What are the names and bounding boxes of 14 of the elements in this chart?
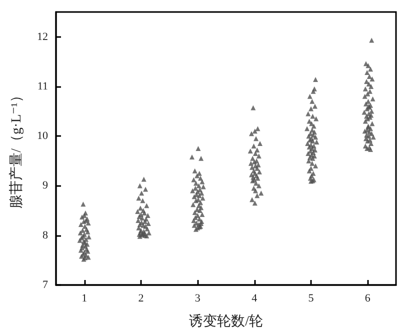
y-tick-label: 11 bbox=[37, 80, 48, 92]
x-tick-label: 3 bbox=[194, 292, 201, 304]
y-axis-title: 腺苷产量/（g·L⁻¹） bbox=[8, 88, 24, 208]
x-tick-label: 2 bbox=[138, 292, 144, 304]
x-tick-label: 6 bbox=[364, 292, 371, 304]
y-tick-label: 8 bbox=[42, 229, 48, 242]
y-tick-label: 7 bbox=[42, 279, 48, 291]
y-tick-label: 9 bbox=[42, 180, 48, 192]
y-tick-label: 10 bbox=[37, 130, 48, 142]
x-tick-label: 5 bbox=[308, 292, 314, 304]
x-tick-label: 1 bbox=[82, 292, 88, 304]
y-tick-label: 12 bbox=[37, 30, 48, 43]
x-axis-title: 诱变轮数/轮 bbox=[189, 314, 263, 330]
x-tick-label: 4 bbox=[252, 292, 258, 304]
